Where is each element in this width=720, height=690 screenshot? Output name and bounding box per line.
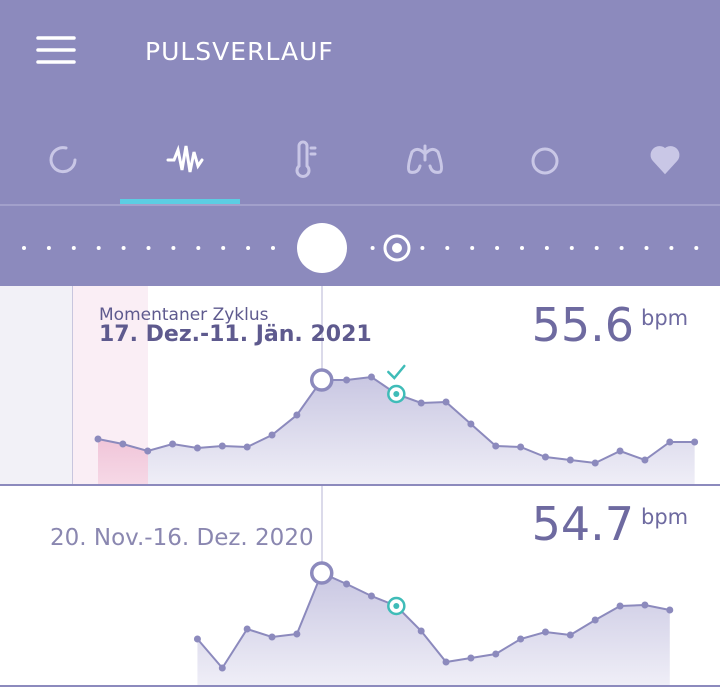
point (641, 601, 649, 609)
tab-indicator (120, 199, 240, 204)
point (691, 438, 699, 446)
timeline-current[interactable] (297, 223, 347, 273)
current-point (309, 368, 334, 392)
area (197, 573, 670, 685)
point (666, 438, 674, 446)
timeline-dot (495, 246, 500, 250)
tab-pulse[interactable] (166, 144, 204, 173)
header-title: PULSVERLAUF (145, 37, 334, 66)
point (492, 442, 500, 450)
point (169, 440, 177, 448)
point (119, 440, 127, 448)
point (566, 456, 574, 464)
point (492, 650, 500, 658)
point (243, 443, 251, 451)
current-point (309, 561, 334, 585)
point (641, 456, 649, 464)
timeline-dot (22, 246, 26, 250)
point (144, 447, 152, 455)
timeline-dot (669, 246, 674, 250)
point (367, 373, 375, 381)
point (343, 376, 351, 384)
point (666, 606, 674, 614)
point (193, 444, 201, 452)
timeline-dot (271, 246, 275, 250)
timeline (22, 246, 699, 250)
point (442, 398, 450, 406)
timeline-dot (46, 246, 51, 250)
point (268, 431, 276, 439)
line (196, 571, 670, 670)
timeline-dot (544, 246, 549, 250)
cycle-unit: bpm (641, 505, 688, 529)
timeline-dot (121, 246, 126, 250)
point (343, 580, 351, 588)
point (193, 635, 201, 643)
timeline-dot (246, 246, 251, 250)
timeline-dot (196, 246, 201, 250)
tab-cycle[interactable] (49, 146, 77, 174)
point (293, 411, 301, 419)
cycle-value: 55.6 (532, 298, 634, 352)
timeline-dot (146, 246, 151, 250)
point (517, 635, 525, 643)
point (268, 633, 276, 641)
timeline-dot (171, 246, 176, 250)
point (616, 447, 624, 455)
point (591, 459, 599, 467)
point (367, 592, 375, 600)
timeline-dot (71, 246, 76, 250)
point (616, 602, 624, 610)
tab-temperature[interactable] (295, 140, 317, 178)
timeline-dot (370, 246, 375, 250)
point (442, 658, 450, 666)
timeline-dot (520, 246, 524, 250)
point (541, 453, 549, 461)
timeline-marker (383, 234, 411, 262)
tab-heart[interactable] (650, 146, 680, 175)
point (591, 616, 599, 624)
point (541, 628, 549, 636)
timeline-marker-dot (392, 243, 402, 253)
past-strip (0, 286, 73, 485)
point (566, 631, 574, 639)
tab-lungs[interactable] (406, 144, 444, 174)
timeline-dot (569, 246, 574, 250)
timeline-dot (420, 246, 425, 250)
ovulation-dot (393, 391, 400, 397)
point (517, 443, 525, 451)
point (417, 399, 425, 407)
menu-button[interactable] (36, 36, 76, 64)
timeline-dot (445, 246, 450, 250)
check-mark (387, 364, 406, 380)
timeline-dot (221, 246, 226, 250)
cycle-label: Momentaner Zyklus (99, 305, 269, 325)
header-bg (0, 0, 720, 286)
point (218, 664, 226, 672)
cycle-unit: bpm (641, 306, 688, 330)
tab-alarm[interactable] (531, 147, 559, 175)
ovulation-dot (393, 603, 400, 609)
cycle-dates: 17. Dez.-11. Jän. 2021 (99, 322, 372, 347)
cycle-dates: 20. Nov.-16. Dez. 2020 (50, 525, 314, 551)
point (293, 630, 301, 638)
point (94, 435, 102, 443)
point (467, 420, 475, 428)
point (243, 625, 251, 633)
timeline-dot (470, 246, 475, 250)
timeline-dot (644, 246, 649, 250)
timeline-dot (694, 246, 699, 250)
point (467, 654, 475, 662)
timeline-dot (96, 246, 101, 250)
point (417, 627, 425, 635)
cycle-value: 54.7 (532, 497, 634, 551)
point (218, 442, 226, 450)
timeline-dot (594, 246, 599, 250)
timeline-dot (619, 246, 624, 250)
